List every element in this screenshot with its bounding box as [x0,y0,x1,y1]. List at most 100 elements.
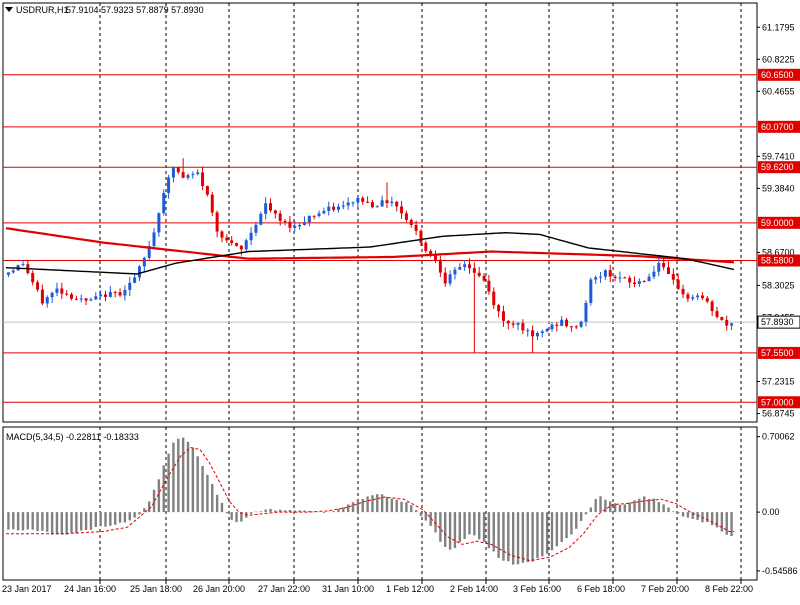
candle-body [443,272,447,284]
candle-body [662,263,666,268]
price-tick-label: 58.3025 [762,280,795,290]
level-price-label: 57.5500 [761,348,794,358]
candle-body [545,329,549,332]
candle-body [215,212,219,232]
candle-body [492,291,496,306]
candle-body [565,319,569,327]
candle-body [45,297,49,304]
candle-body [99,294,103,297]
horizontal-levels [3,74,757,403]
candle-body [390,201,394,204]
ohlc-label: 57.9104 57.9323 57.8879 57.8930 [66,5,204,15]
candle-body [463,264,467,268]
level-price-label: 60.0700 [761,122,794,132]
candle-body [40,289,44,304]
price-tick-label: 59.7410 [762,151,795,161]
candle-body [380,200,384,207]
candle-body [438,259,442,273]
candle-body [705,298,709,302]
candle-body [720,316,724,320]
candle-body [123,289,127,296]
candle-body [584,302,588,322]
candle-body [613,276,617,278]
candle-body [375,206,379,208]
level-price-box [758,161,800,174]
candle-body [467,264,471,269]
candle-body [322,210,326,214]
slow-ma-line [5,227,735,264]
candle-body [336,206,340,210]
candle-body [225,237,229,241]
candle-body [157,213,161,233]
symbol-menu-icon[interactable] [5,7,13,12]
candle-body [700,295,704,299]
candle-body [302,222,306,225]
candle-body [637,281,641,284]
candle-body [482,275,486,281]
candle-body [269,203,273,211]
candle-body [254,224,258,233]
candle-body [186,175,190,178]
candle-body [327,206,331,211]
level-price-box [758,120,800,133]
candle-body [167,177,171,193]
candle-body [395,201,399,207]
candle-body [235,243,239,246]
candle-body [569,326,573,328]
candle-body [142,257,146,267]
fast-ma-line [5,231,735,275]
macd-signal-line [6,446,734,562]
level-price-box [758,346,800,359]
candle-body [259,213,263,225]
candle-body [176,167,180,173]
candle-body [715,311,719,317]
candle-body [676,279,680,289]
macd-tick-label: 0.70062 [762,432,795,442]
candle-body [453,269,457,275]
candle-body [244,240,248,250]
candle-body [346,202,350,206]
candle-body [6,272,10,275]
candle-body [288,221,292,228]
macd-panel: MACD(5,34,5) -0.22811 -0.18333 [6,432,734,565]
candle-body [239,245,243,250]
candle-body [506,320,510,324]
time-tick-label: 27 Jan 22:00 [258,584,310,594]
candle-body [579,321,583,327]
price-tick-label: 59.3840 [762,183,795,193]
candle-body [70,294,74,299]
level-price-label: 58.5800 [761,256,794,266]
time-tick-label: 8 Feb 22:00 [705,584,753,594]
candle-body [312,215,316,217]
candle-body [404,213,408,220]
candle-body [21,264,25,266]
candle-body [196,172,200,175]
candlestick-series [6,158,734,353]
candle-body [113,291,117,293]
level-price-box [758,68,800,81]
level-price-label: 59.0000 [761,218,794,228]
candle-body [414,225,418,231]
candle-body [400,206,404,214]
candle-body [210,194,214,213]
candle-body [137,266,141,278]
candle-body [201,172,205,187]
candle-body [681,288,685,295]
candle-body [725,319,729,326]
candle-body [419,230,423,243]
candle-body [424,242,428,251]
candle-body [89,299,93,301]
level-price-label: 60.6500 [761,70,794,80]
candle-body [181,172,185,178]
candle-body [599,276,603,278]
level-price-box [758,396,800,409]
candle-body [511,323,515,325]
candle-body [686,294,690,299]
time-tick-label: 3 Feb 16:00 [513,584,561,594]
candle-body [448,274,452,284]
candle-body [84,298,88,301]
candle-body [278,213,282,221]
candle-body [603,270,607,277]
